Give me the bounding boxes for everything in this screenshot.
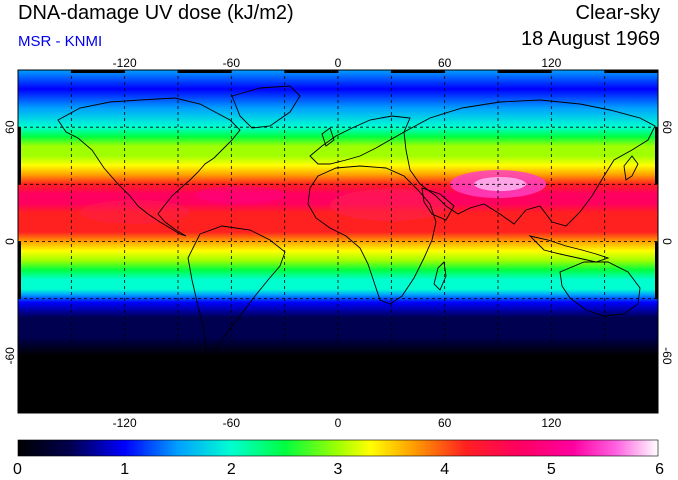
frame-tick [498,410,552,413]
frame-tick [604,410,658,413]
coast-japan [623,155,639,181]
frame-tick [18,355,21,413]
coast-arabia [421,187,455,221]
frame-tick [655,127,658,185]
lat-tick-label: -60 [3,347,17,365]
colorbar-tick-label: 6 [655,461,664,478]
lat-tick-label: 60 [660,120,674,134]
colorbar-tick-label: 4 [440,461,449,478]
coast-indonesia [528,235,610,263]
frame-tick [655,355,658,413]
lat-tick-label: 0 [3,238,17,245]
coast-greenland [231,85,301,129]
coast-north-america [57,97,241,237]
lat-labels-left: 60 0 -60 [3,120,17,364]
lat-tick-label: -60 [660,347,674,365]
sahara-band [330,189,450,221]
lat-labels-right: 60 0 -60 [660,120,674,364]
frame-ticks [18,70,658,413]
frame-tick [18,241,21,299]
coast-madagascar [433,261,447,291]
lon-tick-label: 60 [438,56,452,70]
data-source: MSR - KNMI [18,33,103,50]
colorbar-labels: 0 1 2 3 4 5 6 [13,461,664,478]
coast-south-america [187,225,286,369]
frame-tick [391,410,445,413]
lat-tick-label: 60 [3,120,17,134]
lon-tick-label: 120 [541,56,561,70]
lat-tick-label: 0 [660,238,674,245]
colorbar-tick-label: 2 [227,461,236,478]
colorbar-tick-label: 5 [547,461,556,478]
lon-tick-label: -60 [223,56,241,70]
coast-british-isles [321,127,335,147]
colorbar-tick-label: 0 [13,461,22,478]
colorbar-tick-label: 1 [120,461,129,478]
frame-tick [391,70,445,73]
lon-tick-label: -120 [113,56,137,70]
lon-tick-label: 0 [335,416,342,430]
frame-tick [18,127,21,185]
atlantic-band [195,186,285,204]
graticule [18,70,658,413]
colorbar [17,439,659,457]
lon-tick-label: 120 [541,416,561,430]
frame-tick [498,70,552,73]
coast-africa [307,165,437,305]
frame-tick [71,70,125,73]
frame-tick [655,241,658,299]
colorbar-tick-label: 3 [334,461,343,478]
map-title: DNA-damage UV dose (kJ/m2) [18,2,294,24]
coast-australia [559,261,641,317]
lon-labels-top: -120 -60 0 60 120 [113,56,562,70]
sky-condition: Clear-sky [575,2,660,24]
lon-tick-label: -60 [223,416,241,430]
mexico-band [80,200,190,224]
lon-tick-label: -120 [113,416,137,430]
frame-tick [604,70,658,73]
lon-tick-label: 60 [438,416,452,430]
frame-tick [178,410,232,413]
frame-tick [284,70,338,73]
frame-tick [71,410,125,413]
frame-tick [284,410,338,413]
lon-labels-bottom: -120 -60 0 60 120 [113,416,562,430]
frame-tick [178,70,232,73]
map-date: 18 August 1969 [520,28,660,50]
lon-tick-label: 0 [335,56,342,70]
coastlines [18,85,658,403]
